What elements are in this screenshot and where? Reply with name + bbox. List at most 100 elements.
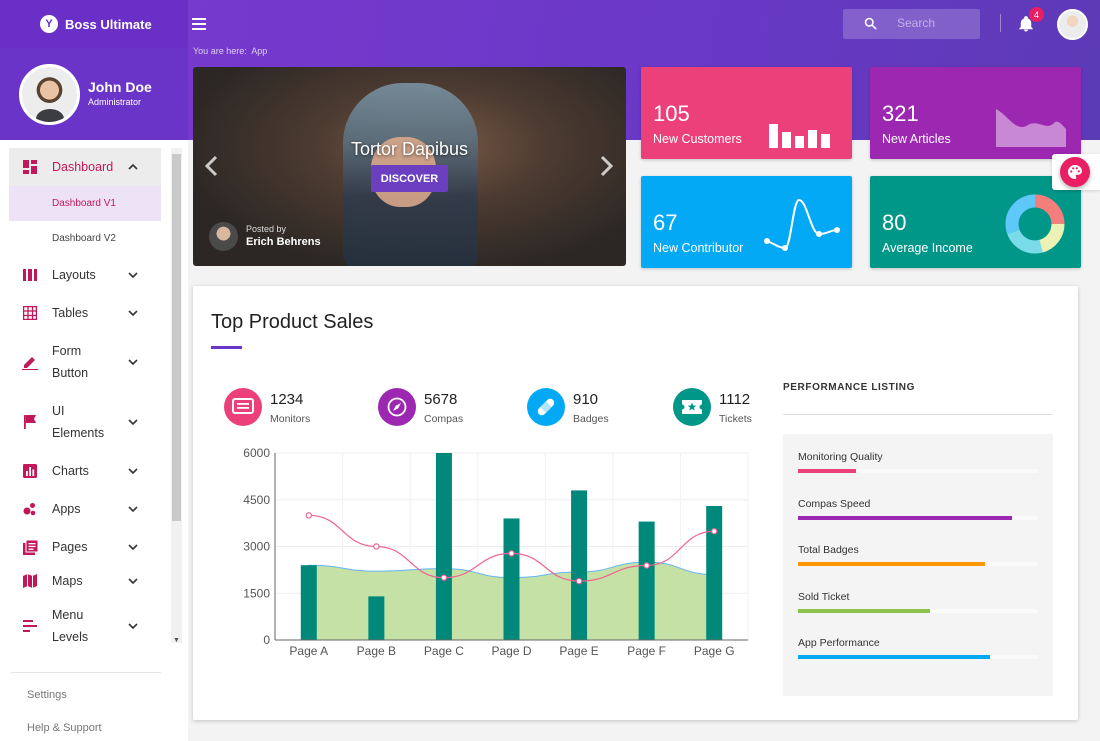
sidebar-item-form-button[interactable]: Form Button <box>0 332 170 392</box>
progress-bar <box>798 655 990 659</box>
chevron-down-icon <box>128 623 138 630</box>
progress-bar <box>798 608 930 613</box>
scroll-down-arrow-icon[interactable]: ▼ <box>173 637 180 644</box>
user-avatar[interactable] <box>1057 9 1088 40</box>
mini-bar-chart-icon <box>769 124 830 148</box>
y-tick-label: 1500 <box>243 586 270 600</box>
menu-toggle-button[interactable] <box>192 14 212 34</box>
card-label: Average Income <box>882 241 973 255</box>
sidebar-item-label-line1: Menu <box>52 608 84 622</box>
carousel-next-icon[interactable] <box>597 154 615 178</box>
sidebar-item-label: UI Elements <box>52 400 122 444</box>
sidebar-item-label: Maps <box>52 574 83 588</box>
card-average-income[interactable]: 80 Average Income <box>870 176 1081 268</box>
author-name: Erich Behrens <box>246 236 321 248</box>
stat-value: 5678 <box>424 391 458 408</box>
top-product-sales-panel: Top Product Sales 1234 Monitors 5678 Com… <box>193 286 1078 720</box>
chevron-down-icon <box>128 310 138 317</box>
bar-page-c <box>435 453 452 640</box>
brand[interactable]: Y Boss Ultimate <box>0 0 188 48</box>
search-input[interactable] <box>897 16 977 30</box>
palette-button[interactable] <box>1060 157 1090 187</box>
sidebar-item-label: Tables <box>52 306 89 320</box>
mini-line-chart-icon <box>764 198 840 251</box>
author-avatar <box>209 222 238 251</box>
search-box[interactable] <box>843 9 980 39</box>
sidebar-item-layouts[interactable]: Layouts <box>0 256 170 294</box>
sidebar-item-label: Menu Levels <box>52 604 122 648</box>
stat-value: 1234 <box>270 391 304 408</box>
hero-title: Tortor Dapibus <box>350 139 469 159</box>
sidebar: John Doe Administrator Dashboard Dashboa… <box>0 48 188 741</box>
breadcrumb: You are here: App <box>193 46 267 56</box>
card-new-articles[interactable]: 321 New Articles <box>870 67 1081 159</box>
performance-label: Compas Speed <box>798 497 871 510</box>
table-icon <box>22 305 38 321</box>
mini-area-chart-icon <box>996 109 1066 147</box>
profile-avatar[interactable] <box>19 64 80 125</box>
stat-label: Badges <box>573 413 609 425</box>
bar-page-e <box>571 490 588 640</box>
sidebar-item-label: Charts <box>52 464 89 478</box>
line-point <box>711 528 718 535</box>
map-icon <box>22 573 38 589</box>
x-tick-label: Page A <box>289 644 328 658</box>
chevron-down-icon <box>128 419 138 426</box>
stat-label: Compas <box>424 413 464 425</box>
sidebar-item-label: Pages <box>52 540 88 554</box>
card-label: New Articles <box>882 132 951 146</box>
line-point <box>305 512 312 519</box>
sidebar-item-pages[interactable]: Pages <box>0 528 170 566</box>
x-tick-label: Page E <box>559 644 598 658</box>
performance-divider <box>783 414 1053 415</box>
sidebar-item-maps[interactable]: Maps <box>0 566 170 596</box>
performance-label: Sold Ticket <box>798 590 850 603</box>
sidebar-subitem-dashboard-v2[interactable]: Dashboard V2 <box>52 233 116 244</box>
bell-icon[interactable] <box>1017 14 1035 34</box>
performance-item: App Performance <box>798 637 1038 659</box>
sidebar-subitem-dashboard-v1[interactable]: Dashboard V1 <box>9 186 161 221</box>
monitor-icon <box>224 388 262 426</box>
stat-label: Tickets <box>719 413 752 425</box>
sidebar-item-menu-levels[interactable]: Menu Levels <box>0 596 170 656</box>
profile-role: Administrator <box>88 97 142 107</box>
bar-page-a <box>300 565 317 640</box>
x-tick-label: Page B <box>357 644 396 658</box>
discover-button[interactable]: DISCOVER <box>371 165 448 192</box>
bar-page-d <box>503 518 520 640</box>
chevron-down-icon <box>128 578 138 585</box>
sidebar-item-ui-elements[interactable]: UI Elements <box>0 392 170 452</box>
sidebar-item-label: Form Button <box>52 340 122 384</box>
chevron-down-icon <box>128 272 138 279</box>
carousel-prev-icon[interactable] <box>203 154 221 178</box>
card-label: New Customers <box>653 132 742 146</box>
sidebar-item-charts[interactable]: Charts <box>0 452 170 490</box>
sidebar-item-label-line1: Form <box>52 344 82 358</box>
card-new-contributor[interactable]: 67 New Contributor <box>641 176 852 268</box>
y-tick-label: 4500 <box>243 493 270 507</box>
apps-bubbles-icon <box>22 501 38 517</box>
sidebar-scroll-thumb[interactable] <box>172 154 181 521</box>
chevron-up-icon <box>128 163 138 170</box>
card-new-customers[interactable]: 105 New Customers <box>641 67 852 159</box>
sidebar-nav: Dashboard Dashboard V1 Dashboard V2 Layo… <box>0 148 170 656</box>
breadcrumb-page[interactable]: App <box>251 46 268 56</box>
sidebar-item-tables[interactable]: Tables <box>0 294 170 332</box>
card-value: 80 <box>882 210 907 235</box>
performance-label: Total Badges <box>798 544 859 556</box>
y-tick-label: 3000 <box>243 540 270 554</box>
line-point <box>575 577 583 585</box>
sidebar-item-dashboard[interactable]: Dashboard <box>9 148 161 186</box>
chevron-down-icon <box>128 544 138 551</box>
sidebar-settings-link[interactable]: Settings <box>27 689 67 701</box>
layouts-icon <box>22 267 38 283</box>
performance-list: Monitoring Quality Compas Speed Total Badg… <box>783 434 1053 696</box>
brand-name: Boss Ultimate <box>65 16 152 32</box>
search-icon[interactable] <box>863 16 878 31</box>
sidebar-help-link[interactable]: Help & Support <box>27 722 102 734</box>
sidebar-divider <box>11 672 161 673</box>
card-label: New Contributor <box>653 241 744 255</box>
sidebar-item-apps[interactable]: Apps <box>0 490 170 528</box>
y-tick-label: 0 <box>263 633 270 647</box>
card-value: 321 <box>882 101 919 126</box>
